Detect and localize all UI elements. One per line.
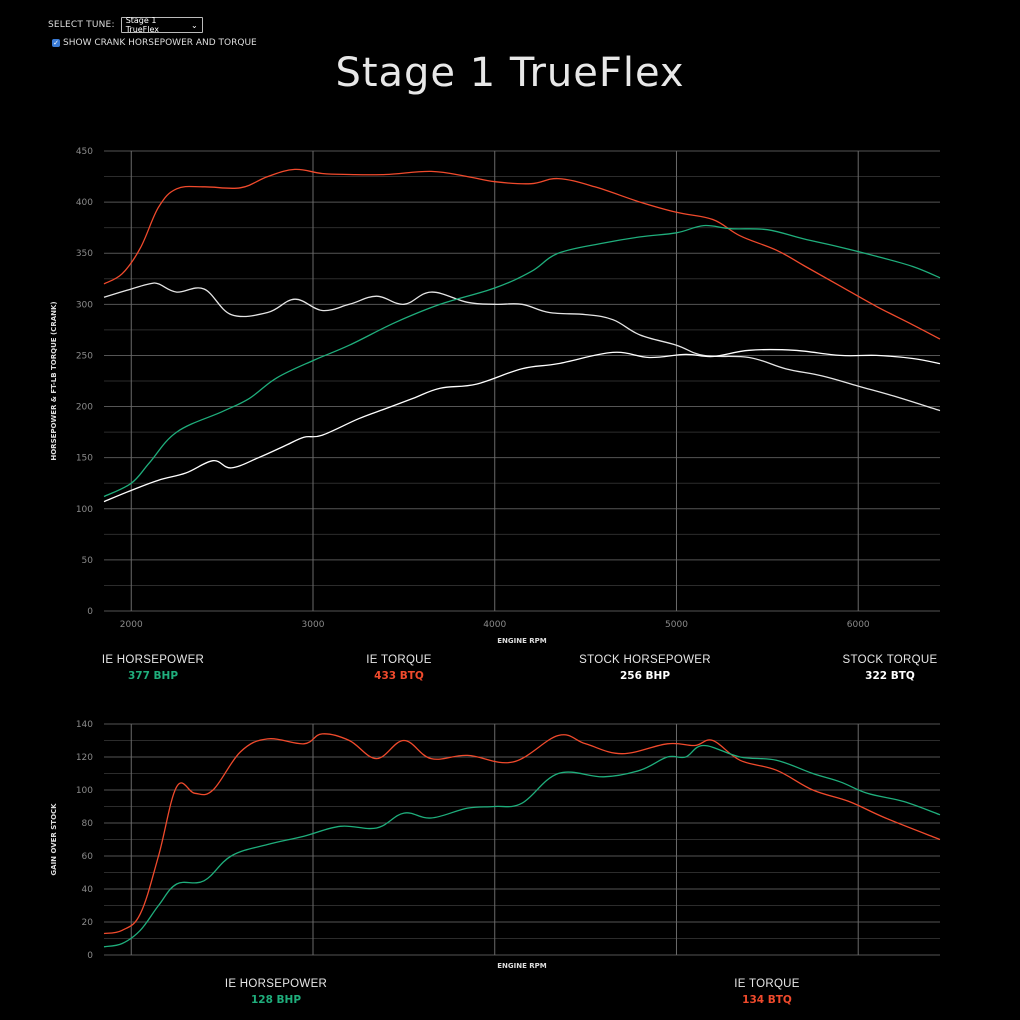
series-line-stock-torque <box>103 282 941 412</box>
legend-name: STOCK HORSEPOWER <box>579 654 711 666</box>
crank-checkbox-label: SHOW CRANK HORSEPOWER AND TORQUE <box>63 38 257 48</box>
y-tick-label: 300 <box>76 300 93 310</box>
y-tick-label: 140 <box>76 720 93 730</box>
legend-name: STOCK TORQUE <box>842 654 938 666</box>
legend-value: 322 BTQ <box>865 670 915 682</box>
y-tick-label: 150 <box>76 454 93 464</box>
y-tick-label: 350 <box>76 249 93 259</box>
legend-name: IE HORSEPOWER <box>101 654 205 666</box>
series-line-ie-horsepower <box>103 744 941 948</box>
tune-select-value: Stage 1 TrueFlex <box>125 16 160 34</box>
legend-item: STOCK TORQUE 322 BTQ <box>800 654 980 682</box>
legend-item: IE HORSEPOWER 128 BHP <box>186 978 366 1006</box>
y-tick-label: 0 <box>87 951 93 961</box>
y-tick-label: 100 <box>76 505 93 515</box>
chart-2: 0 20 40 60 80 100 120 140 ENGINE RPM GAIN OVER ST… <box>50 720 941 970</box>
legend-item: IE HORSEPOWER 377 BHP <box>63 654 243 682</box>
x-tick-label: 6000 <box>847 620 870 630</box>
select-tune-label: SELECT TUNE: <box>48 20 115 30</box>
legend-value: 256 BHP <box>619 670 671 682</box>
x-tick-label: 3000 <box>302 620 325 630</box>
crank-checkbox[interactable]: ✓ <box>52 39 60 47</box>
y-axis-label: HORSEPOWER & FT-LB TORQUE (CRANK) <box>50 301 58 460</box>
legend-name: IE HORSEPOWER <box>224 978 328 990</box>
y-tick-label: 100 <box>76 786 93 796</box>
legend-item: IE TORQUE 433 BTQ <box>309 654 489 682</box>
x-tick-label: 4000 <box>483 620 506 630</box>
chart-1: 0 50 100 150 200 250 300 350 400 450 2000 3000 4000 5… <box>50 147 941 645</box>
y-axis-label: GAIN OVER STOCK <box>50 803 58 876</box>
y-tick-label: 120 <box>76 753 93 763</box>
y-tick-label: 60 <box>82 852 94 862</box>
legend-name: IE TORQUE <box>366 654 432 666</box>
x-axis-label: ENGINE RPM <box>497 962 547 970</box>
legend-value: 134 BTQ <box>742 994 792 1006</box>
legend-item: STOCK HORSEPOWER 256 BHP <box>555 654 735 682</box>
legend-item: IE TORQUE 134 BTQ <box>677 978 857 1006</box>
series-line-ie-torque <box>103 168 941 340</box>
y-tick-label: 400 <box>76 198 93 208</box>
tune-select[interactable]: Stage 1 TrueFlex ⌄ <box>120 16 203 34</box>
legend-value: 433 BTQ <box>374 670 424 682</box>
page-title: Stage 1 TrueFlex <box>335 50 685 96</box>
series-line-stock-horsepower <box>103 348 941 503</box>
y-tick-label: 50 <box>82 556 94 566</box>
legend-name: IE TORQUE <box>734 978 800 990</box>
legend-value: 377 BHP <box>127 670 179 682</box>
y-tick-label: 200 <box>76 403 93 413</box>
y-tick-label: 20 <box>82 918 94 928</box>
legend-value: 128 BHP <box>250 994 302 1006</box>
y-tick-label: 40 <box>82 885 94 895</box>
series-line-ie-torque <box>103 733 941 935</box>
series-line-ie-horsepower <box>103 224 941 498</box>
x-tick-label: 2000 <box>120 620 143 630</box>
y-tick-label: 0 <box>87 607 93 617</box>
y-tick-label: 250 <box>76 351 93 361</box>
chevron-down-icon: ⌄ <box>190 20 198 30</box>
y-tick-label: 80 <box>82 819 94 829</box>
x-axis-label: ENGINE RPM <box>497 637 547 645</box>
x-tick-label: 5000 <box>665 620 688 630</box>
tune-controls: SELECT TUNE: Stage 1 TrueFlex ⌄ ✓ SHOW C… <box>48 14 257 50</box>
y-tick-label: 450 <box>76 147 93 157</box>
